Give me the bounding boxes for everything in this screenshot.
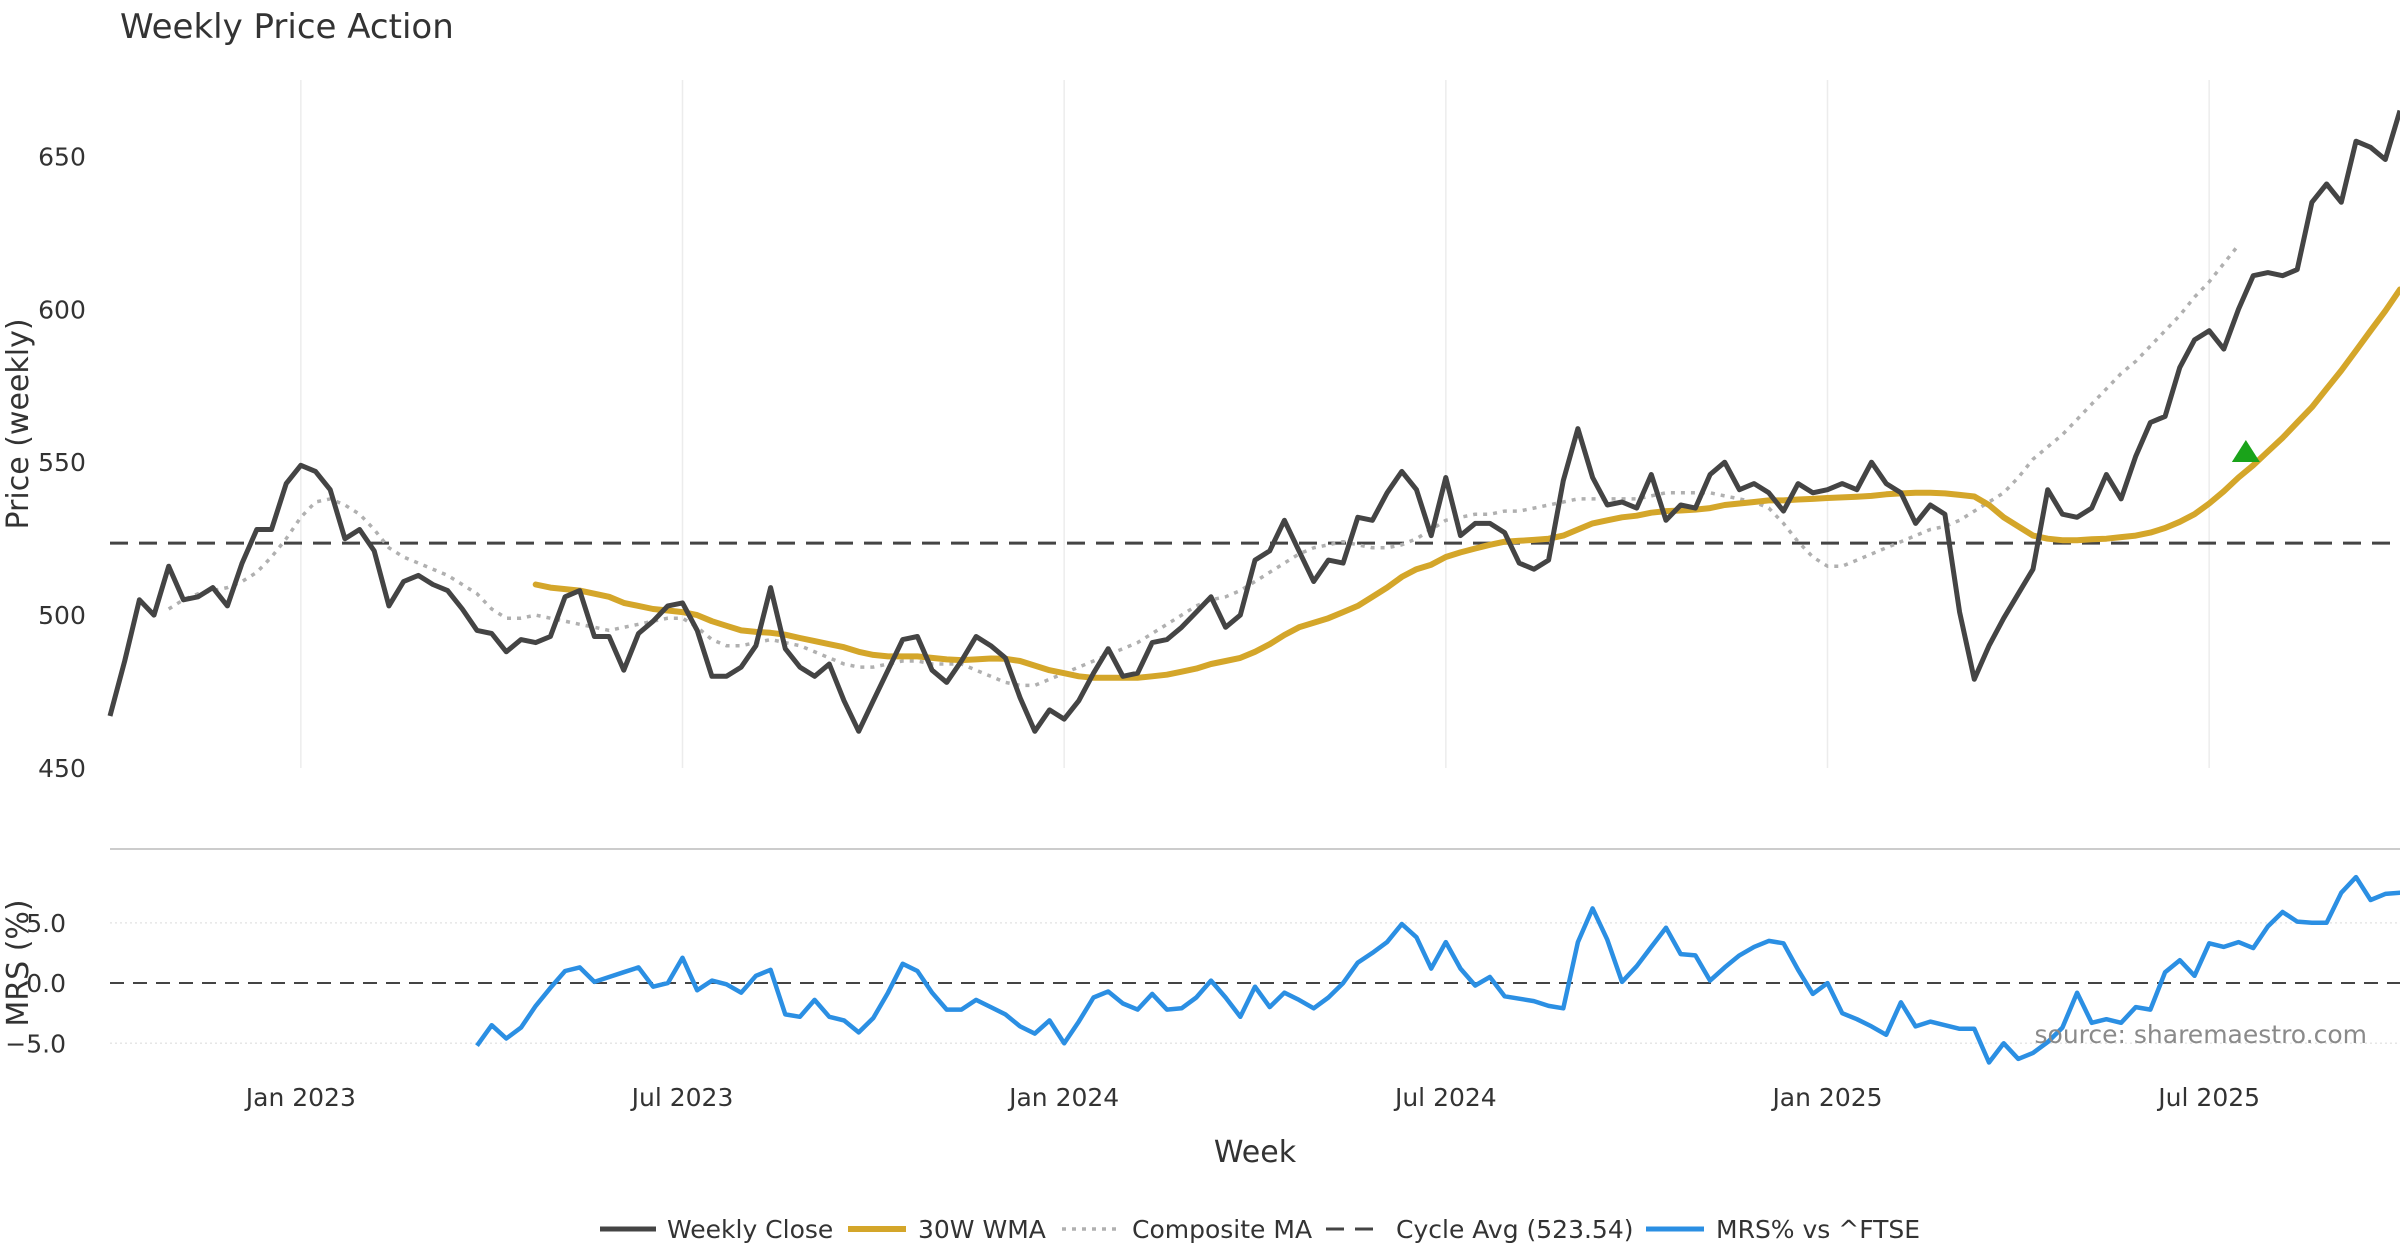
legend-label-composite-ma: Composite MA <box>1132 1215 1312 1244</box>
price-y-tick-4: 650 <box>38 142 86 171</box>
price-y-tick-3: 600 <box>38 295 86 324</box>
price-y-axis-title: Price (weekly) <box>1 318 36 529</box>
source-note: source: sharemaestro.com <box>2035 1020 2368 1049</box>
mrs-y-tick-0: −5.0 <box>5 1029 66 1058</box>
mrs-y-tick-2: 5.0 <box>26 909 66 938</box>
x-ticks: Jan 2023 Jul 2023 Jan 2024 Jul 2024 Jan 2025… <box>244 1083 2260 1112</box>
price-y-tick-0: 450 <box>38 754 86 783</box>
x-tick-label-1: Jul 2023 <box>630 1083 734 1112</box>
legend-label-weekly-close: Weekly Close <box>667 1215 833 1244</box>
composite-ma-line <box>167 244 2240 688</box>
mrs-y-ticks: −5.0 0.0 5.0 <box>5 909 66 1058</box>
mrs-y-tick-1: 0.0 <box>26 969 66 998</box>
price-y-ticks: 450 500 550 600 650 <box>38 142 86 783</box>
x-tick-label-2: Jan 2024 <box>1007 1083 1119 1112</box>
price-y-tick-2: 550 <box>38 448 86 477</box>
x-tick-label-0: Jan 2023 <box>244 1083 356 1112</box>
price-y-tick-1: 500 <box>38 601 86 630</box>
legend-label-30w-wma: 30W WMA <box>918 1215 1046 1244</box>
x-tick-label-4: Jan 2025 <box>1770 1083 1882 1112</box>
x-tick-label-5: Jul 2025 <box>2156 1083 2260 1112</box>
x-axis-title: Week <box>1214 1135 1297 1170</box>
price-grid <box>300 80 2210 768</box>
legend-label-cycle-avg: Cycle Avg (523.54) <box>1396 1215 1634 1244</box>
legend: Weekly Close 30W WMA Composite MA Cycle … <box>600 1215 1920 1244</box>
wma-30w-line <box>532 286 2400 681</box>
buy-signal-marker <box>2231 440 2260 463</box>
mrs-grid <box>110 922 2400 1045</box>
chart-title: Weekly Price Action <box>120 7 454 47</box>
mrs-y-axis-title: MRS (%) <box>1 899 36 1026</box>
x-tick-label-3: Jul 2024 <box>1393 1083 1497 1112</box>
weekly-close-line <box>107 109 2400 734</box>
legend-label-mrs: MRS% vs ^FTSE <box>1716 1215 1920 1244</box>
mrs-line <box>475 874 2400 1065</box>
